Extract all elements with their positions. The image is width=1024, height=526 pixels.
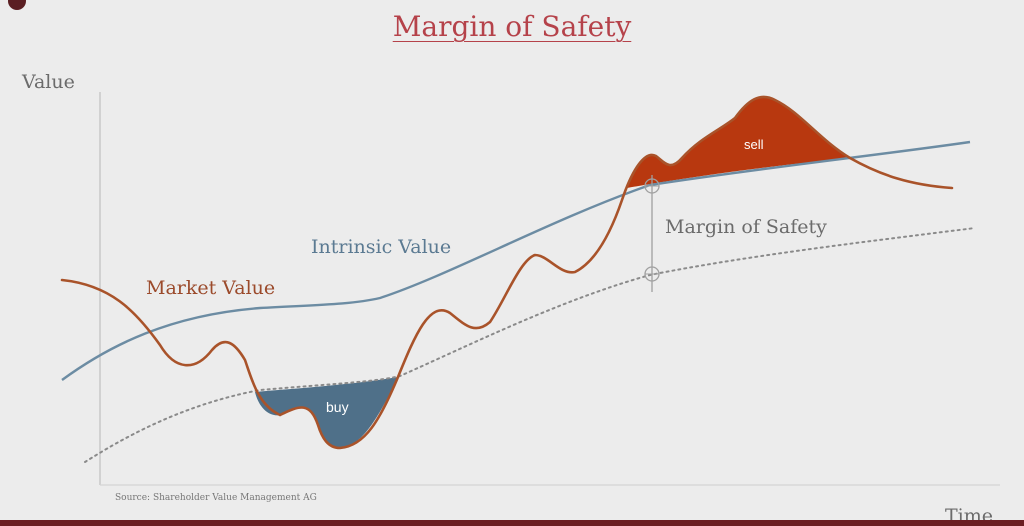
corner-dot bbox=[8, 0, 26, 10]
market-value-label: Market Value bbox=[146, 277, 275, 299]
source-note: Source: Shareholder Value Management AG bbox=[115, 493, 317, 503]
buy-label: buy bbox=[326, 399, 349, 415]
buy-region bbox=[255, 377, 398, 448]
margin-of-safety-line bbox=[84, 227, 976, 463]
margin-of-safety-label: Margin of Safety bbox=[665, 216, 827, 238]
sell-label: sell bbox=[744, 137, 764, 152]
y-axis-label: Value bbox=[21, 71, 75, 93]
bottom-bar bbox=[0, 520, 1024, 526]
page-title: Margin of Safety bbox=[392, 10, 632, 43]
sell-region bbox=[627, 96, 850, 188]
market-value-line bbox=[60, 95, 954, 450]
intrinsic-value-line bbox=[61, 140, 971, 381]
intrinsic-value-label: Intrinsic Value bbox=[311, 236, 451, 258]
